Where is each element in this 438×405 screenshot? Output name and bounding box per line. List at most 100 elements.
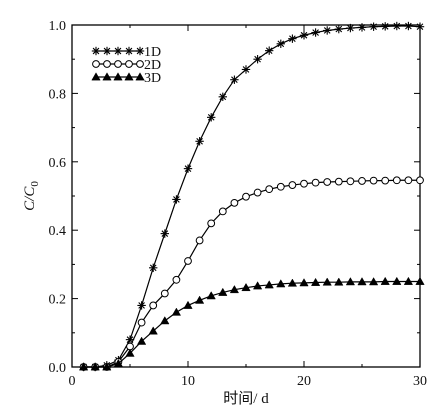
- data-point-2D: [404, 176, 413, 185]
- data-point-1D: [288, 34, 297, 43]
- data-point-3D: [322, 277, 332, 286]
- legend-marker: [103, 60, 111, 68]
- data-point-1D: [207, 113, 216, 122]
- y-axis-title-subscript: 0: [29, 181, 41, 187]
- data-point-3D: [403, 276, 414, 285]
- data-point-2D: [230, 198, 239, 207]
- x-tick-label: 10: [181, 374, 195, 389]
- data-point-3D: [345, 277, 356, 286]
- legend-label: 3D: [144, 71, 161, 86]
- data-point-2D: [149, 301, 158, 310]
- data-point-1D: [323, 26, 332, 35]
- data-point-1D: [230, 75, 239, 84]
- data-point-2D: [242, 192, 250, 201]
- legend-marker: [124, 46, 134, 56]
- series-layer: [78, 21, 425, 372]
- data-point-1D: [149, 263, 158, 273]
- data-point-2D: [334, 177, 343, 186]
- y-axis-title-main: C/C: [22, 186, 38, 211]
- legend-entry-3D: 3D: [91, 71, 161, 86]
- series-line-2D: [83, 179, 420, 368]
- legend-marker: [91, 46, 101, 56]
- data-point-2D: [195, 236, 204, 245]
- data-point-1D: [218, 92, 227, 102]
- data-point-3D: [78, 362, 89, 371]
- data-point-3D: [357, 277, 367, 286]
- data-point-1D: [265, 46, 274, 55]
- data-point-3D: [264, 280, 274, 289]
- data-point-2D: [265, 185, 274, 194]
- data-point-3D: [334, 277, 344, 286]
- data-point-2D: [184, 257, 192, 265]
- data-point-3D: [218, 287, 228, 296]
- legend-marker: [125, 60, 133, 68]
- legend-marker: [114, 60, 122, 68]
- data-point-2D: [381, 176, 390, 185]
- legend-marker: [102, 46, 112, 56]
- data-point-3D: [380, 276, 390, 285]
- data-point-2D: [358, 177, 366, 185]
- series-3D: [78, 276, 425, 371]
- axis-titles: 时间/ d C/C0: [22, 181, 269, 405]
- data-point-1D: [160, 229, 169, 238]
- data-point-1D: [276, 39, 285, 49]
- data-point-3D: [252, 281, 263, 290]
- data-point-2D: [172, 275, 181, 284]
- legend-marker: [91, 72, 101, 81]
- data-point-3D: [276, 279, 286, 288]
- data-point-2D: [253, 188, 262, 197]
- data-point-1D: [357, 23, 367, 32]
- data-point-2D: [218, 207, 227, 216]
- data-point-2D: [276, 182, 285, 191]
- data-point-3D: [368, 277, 379, 286]
- legend-marker: [113, 46, 123, 56]
- data-point-1D: [369, 22, 378, 31]
- data-point-3D: [171, 307, 182, 316]
- data-point-1D: [404, 21, 413, 31]
- legend-label: 2D: [144, 58, 161, 73]
- x-axis-title: 时间/ d: [223, 390, 269, 405]
- data-point-2D: [311, 178, 320, 187]
- data-point-1D: [172, 195, 181, 204]
- y-axis-title: C/C0: [22, 181, 41, 211]
- x-tick-label: 20: [297, 374, 311, 389]
- y-tick-label: 0.6: [49, 156, 67, 171]
- data-point-1D: [241, 65, 251, 74]
- legend-marker: [135, 72, 145, 81]
- data-point-3D: [102, 362, 112, 371]
- legend-marker: [102, 72, 112, 81]
- data-point-3D: [194, 295, 205, 304]
- data-point-1D: [381, 22, 390, 31]
- series-1D: [79, 21, 425, 372]
- data-point-2D: [392, 176, 401, 185]
- data-point-2D: [369, 176, 378, 185]
- y-tick-label: 0.8: [49, 87, 67, 102]
- data-point-1D: [183, 164, 193, 173]
- data-point-3D: [90, 362, 100, 371]
- data-point-1D: [311, 28, 320, 37]
- legend-entry-1D: 1D: [91, 45, 161, 60]
- data-point-1D: [392, 21, 401, 31]
- data-point-1D: [137, 301, 146, 310]
- data-point-2D: [346, 177, 355, 186]
- y-tick-label: 1.0: [49, 19, 67, 34]
- data-point-1D: [253, 55, 262, 64]
- data-point-3D: [183, 300, 193, 309]
- data-point-1D: [415, 22, 425, 31]
- data-point-3D: [160, 316, 170, 325]
- legend-marker: [135, 46, 145, 56]
- legend-marker: [92, 60, 100, 68]
- y-tick-label: 0.4: [49, 224, 67, 239]
- data-point-3D: [113, 358, 124, 367]
- series-line-3D: [83, 280, 420, 368]
- legend-entry-2D: 2D: [92, 58, 161, 73]
- data-point-2D: [300, 179, 308, 188]
- legend-label: 1D: [144, 45, 161, 60]
- data-point-3D: [287, 278, 298, 287]
- data-point-3D: [299, 278, 309, 287]
- legend-marker: [113, 72, 123, 81]
- data-point-2D: [137, 318, 146, 327]
- data-point-2D: [288, 181, 297, 189]
- data-point-3D: [148, 326, 158, 335]
